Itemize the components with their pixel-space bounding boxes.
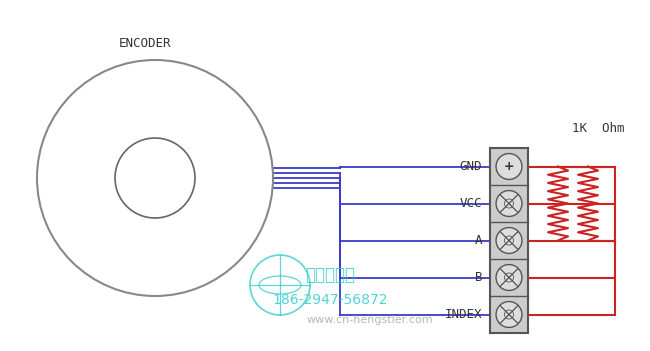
Circle shape <box>496 153 522 179</box>
Text: 1K  Ohm: 1K Ohm <box>572 121 624 134</box>
Text: 186-2947-56872: 186-2947-56872 <box>272 293 388 307</box>
Text: +: + <box>504 160 514 173</box>
Text: ENCODER: ENCODER <box>119 37 171 50</box>
Text: A: A <box>474 234 482 247</box>
Text: www.cn-hengstler.com: www.cn-hengstler.com <box>307 315 434 325</box>
Text: 西安德伍拓: 西安德伍拓 <box>305 266 355 284</box>
Text: INDEX: INDEX <box>445 308 482 321</box>
Circle shape <box>496 265 522 290</box>
Bar <box>490 148 528 333</box>
Text: VCC: VCC <box>460 197 482 210</box>
Text: GND: GND <box>460 160 482 173</box>
Circle shape <box>496 302 522 327</box>
Text: B: B <box>474 271 482 284</box>
Circle shape <box>496 191 522 217</box>
Circle shape <box>496 227 522 253</box>
